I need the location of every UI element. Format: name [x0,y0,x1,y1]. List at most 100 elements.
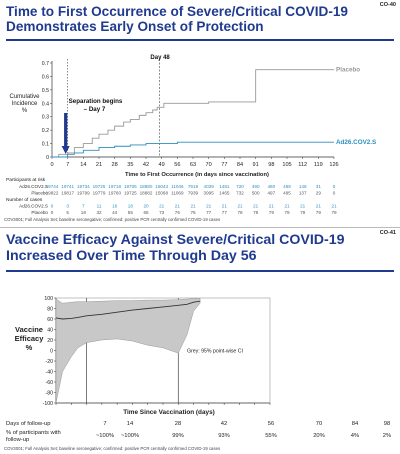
y-tick-label: -20 [46,359,54,365]
table-cell: 79 [284,210,290,215]
table-cell: ~100% [121,433,139,439]
y-tick-label: 0.2 [42,128,49,134]
table-cell: 18 [128,204,134,209]
table-cell: 0 [333,190,336,195]
table-cell: 15043 [155,184,168,189]
table-cell: 84 [352,421,359,427]
x-tick-label: 14 [80,162,86,168]
table-cell: 79 [269,210,275,215]
table-cell: 480 [267,184,275,189]
x-tick-label: 0 [50,162,53,168]
y-tick-label: 40 [47,328,53,334]
incidence-chart: 0 0.1 0.2 0.3 0.4 0.5 0.6 0.7 0 7 14 21 28 35 42 49 56 63… [6,55,376,215]
ci-area [55,298,201,404]
x-tick-label: 112 [298,162,307,168]
x-tick-label: 63 [190,162,196,168]
table-cell: 21 [175,204,181,209]
table-cell: 19822 [46,190,59,195]
arrow-head [61,146,70,154]
table-cell: 21 [237,204,243,209]
table-cell: 31 [316,184,322,189]
slide-title: Vaccine Efficacy Against Severe/Critical… [6,232,345,264]
table-cell: 137 [299,190,307,195]
efficacy-chart: -100 -80 -60 -40 -20 0 20 40 60 80 100 Time Since V… [6,296,391,443]
y-tick-label: -40 [46,370,54,376]
table-cell: 21 [206,204,212,209]
table-cell: 29 [316,190,322,195]
x-tick-label: 70 [206,162,212,168]
table-cell: 21 [190,204,196,209]
table-cell: 99% [172,433,184,439]
chart-series [52,69,334,158]
x-tick-label: 21 [96,162,102,168]
x-tick-label: 91 [253,162,259,168]
series-line [52,69,334,158]
table-cell: 18880 [140,184,153,189]
title-rule [6,270,394,272]
table-cell: 44 [112,210,118,215]
table-cell: 78 [253,210,259,215]
table-cell: 19741 [61,184,74,189]
table-cell: 500 [252,190,260,195]
table-cell: 20% [313,433,325,439]
day48-label: Day 48 [150,55,170,61]
table-cell: 1481 [219,184,230,189]
ci-band [55,298,201,404]
table-cell: 4039 [204,184,215,189]
table-cell: 73 [159,210,165,215]
table-row-label: Ad26.COV2.S [19,204,48,209]
table-cell: 3995 [204,190,215,195]
y-axis-label: Vaccine Efficacy % [14,325,44,352]
y-tick-label: 0.6 [42,74,49,80]
slide-title: Time to First Occurrence of Severe/Criti… [6,4,348,34]
series-line [52,141,334,158]
table-cell: 70 [316,421,322,427]
table-cell: 1465 [219,190,230,195]
table-cell: 0 [333,184,336,189]
x-tick-label: 126 [329,162,338,168]
table-cell: 98 [384,421,390,427]
table-cell: 19799 [77,190,90,195]
table-cell: 497 [267,190,275,195]
table-cell: 93% [218,433,230,439]
table-cell: 5 [66,210,69,215]
legend-vaccine: Ad26.COV2.S [336,139,376,146]
x-tick-label: 105 [282,162,291,168]
table-cell: 77 [206,210,212,215]
table-cell: 19725 [124,190,137,195]
x-tick-label: 28 [112,162,118,168]
table-cell: 7919 [188,184,199,189]
chart-labels: Day 48 Separation begins– Day 7 Placebo Ad2… [61,55,376,154]
table-cell: 19734 [77,184,90,189]
x-tick-label: 56 [174,162,180,168]
legend-placebo: Placebo [336,67,360,74]
table-cell: 20 [143,204,149,209]
table-cell: 19718 [108,184,121,189]
y-tick-label: 80 [47,307,53,313]
y-tick-label: 60 [47,317,53,323]
table-cell: 3 [66,204,69,209]
table-cell: 19705 [124,184,137,189]
table-header: Participants at risk [6,177,46,183]
table-cell: 21 [222,204,228,209]
table-cell: 21 [316,204,322,209]
table-cell: 21 [253,204,259,209]
y-tick-label: 0.1 [42,142,49,148]
table-cell: 14 [127,421,134,427]
separation-label: Separation begins [69,98,123,105]
table-cell: 19744 [46,184,59,189]
x-tick-label: 84 [237,162,243,168]
y-tick-label: 0.4 [42,101,49,107]
table-cell: 65 [143,210,149,215]
chart-series [55,300,201,320]
table-cell: 55 [128,210,134,215]
table-cell: 77 [222,210,228,215]
table-cell: 11046 [171,184,184,189]
table-cell: 18882 [140,190,153,195]
table-cell: 146 [299,184,307,189]
table-row-label: follow-up [6,437,29,443]
efficacy-line [55,300,201,320]
x-axis-label: Time to First Occurrence (in days since … [125,172,269,178]
table-cell: 11 [97,204,102,209]
table-cell: 490 [252,184,260,189]
